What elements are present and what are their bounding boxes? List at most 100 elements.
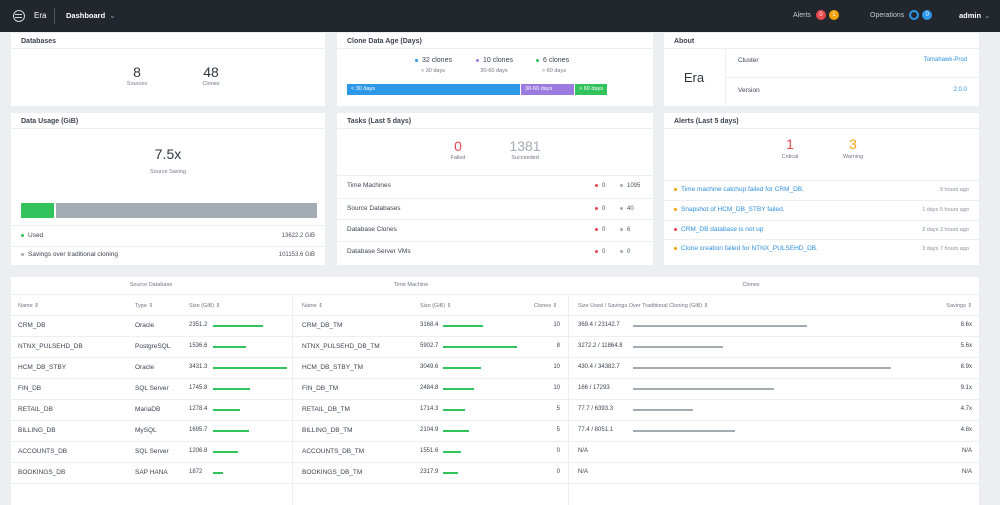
operations-badge[interactable]: 0 — [922, 10, 933, 20]
chevron-down-icon: ⌄ — [109, 11, 116, 20]
tm-name-cell[interactable]: ACCOUNTS_DB_TM — [302, 448, 365, 455]
task-failed-count: 0 — [602, 183, 606, 189]
cluster-link[interactable]: Tomahawk-Prod — [923, 57, 967, 63]
task-ok-count: 1095 — [627, 183, 641, 189]
tm-size-bar — [443, 472, 458, 474]
tm-name-cell[interactable]: FIN_DB_TM — [302, 385, 339, 392]
db-name-cell[interactable]: ACCOUNTS_DB — [18, 448, 68, 455]
divider — [11, 128, 325, 129]
db-name-cell[interactable]: HCM_DB_STBY — [18, 364, 67, 371]
task-row-succeeded[interactable]: 0 — [620, 249, 630, 255]
tm-name-cell[interactable]: BILLING_DB_TM — [302, 427, 353, 434]
tm-size-bar — [443, 451, 461, 453]
db-size-cell: 1278.4 — [189, 406, 208, 412]
alerts-indicator[interactable]: Alerts 0 1 — [793, 10, 839, 20]
alert-text[interactable]: CRM_DB database is not up — [681, 226, 764, 233]
db-type-cell: Oracle — [135, 364, 155, 371]
task-row-succeeded[interactable]: 6 — [620, 227, 630, 233]
divider — [11, 246, 325, 247]
col-size[interactable]: Size (GiB) ⇕ — [189, 303, 221, 309]
clones-label: Clones — [202, 81, 220, 87]
databases-card[interactable]: Databases 8 Sources 48 Clones — [11, 33, 325, 106]
alert-time: 9 hours ago — [939, 187, 969, 193]
col-savings[interactable]: Savings ⇕ — [946, 303, 972, 309]
tasks-succeeded-count[interactable]: 1381 — [509, 138, 541, 154]
clone-size-cell: 369.4 / 23142.7 — [578, 322, 620, 328]
divider — [11, 357, 979, 358]
divider — [11, 378, 979, 379]
col-tm-size[interactable]: Size (GiB) ⇕ — [420, 303, 452, 309]
alert-time: 1 days 5 hours ago — [922, 207, 969, 213]
alert-severity-icon — [674, 207, 677, 211]
tm-name-cell[interactable]: BOOKINGS_DB_TM — [302, 469, 363, 476]
alert-text[interactable]: Snapshot of HCM_DB_STBY failed. — [681, 206, 785, 213]
alerts-warning-count[interactable]: 3 — [849, 136, 857, 152]
db-name-cell[interactable]: NTNX_PULSEHD_DB — [18, 343, 83, 350]
failed-dot-icon — [595, 206, 598, 210]
era-logo-icon[interactable] — [13, 10, 25, 22]
col-clones[interactable]: Clones ⇕ — [534, 303, 558, 309]
operations-indicator[interactable]: Operations 0 — [870, 10, 933, 20]
age-bar-segment[interactable]: 30-60 days — [521, 84, 574, 95]
failed-dot-icon — [595, 183, 598, 187]
alerts-critical-count[interactable]: 1 — [786, 136, 794, 152]
tm-name-cell[interactable]: CRM_DB_TM — [302, 322, 343, 329]
task-row-succeeded[interactable]: 1095 — [620, 183, 640, 189]
used-label: Used — [28, 232, 44, 239]
user-menu[interactable]: admin ⌄ — [959, 11, 990, 20]
age-bar-segment[interactable]: > 60 days — [575, 84, 607, 95]
col-clone-size[interactable]: Size Used / Savings Over Traditional Clo… — [578, 303, 709, 309]
col-tm-name[interactable]: Name ⇕ — [302, 303, 323, 309]
source-saving-label: Source Saving — [150, 169, 186, 175]
clone-savings-bar — [633, 346, 723, 348]
task-row-failed[interactable]: 0 — [595, 227, 605, 233]
clone-size-cell: N/A — [578, 469, 589, 475]
clones-count-cell: 5 — [556, 406, 560, 412]
db-size-cell: 1745.8 — [189, 385, 208, 391]
alert-item[interactable]: Clone creation failed for NTNX_PULSEHD_D… — [674, 245, 818, 252]
tm-name-cell[interactable]: HCM_DB_STBY_TM — [302, 364, 364, 371]
alert-text[interactable]: Clone creation failed for NTNX_PULSEHD_D… — [681, 245, 818, 252]
card-title: Data Usage (GiB) — [21, 118, 79, 125]
task-row-succeeded[interactable]: 40 — [620, 206, 634, 212]
db-name-cell[interactable]: BILLING_DB — [18, 427, 56, 434]
task-row-failed[interactable]: 0 — [595, 249, 605, 255]
db-name-cell[interactable]: FIN_DB — [18, 385, 42, 392]
alerts-warning-badge[interactable]: 1 — [828, 10, 839, 20]
db-size-bar — [213, 472, 223, 474]
version-value[interactable]: 2.0.0 — [953, 87, 967, 93]
clones-count[interactable]: 48 — [203, 64, 219, 80]
tm-size-bar — [443, 430, 469, 432]
db-size-bar — [213, 409, 240, 411]
col-name[interactable]: Name ⇕ — [18, 303, 39, 309]
task-ok-count: 40 — [627, 206, 634, 212]
alerts-critical-badge[interactable]: 0 — [815, 10, 826, 20]
task-row-failed[interactable]: 0 — [595, 183, 605, 189]
nav-dropdown[interactable]: Dashboard ⌄ — [66, 11, 115, 20]
task-row-failed[interactable]: 0 — [595, 206, 605, 212]
card-title: Clone Data Age (Days) — [347, 38, 422, 45]
age-legend-count: 6 clones — [543, 57, 570, 64]
savings-value: 101153.6 GiB — [278, 252, 315, 258]
tasks-failed-count[interactable]: 0 — [454, 138, 462, 154]
tm-size-bar — [443, 409, 465, 411]
age-bar-segment[interactable]: < 30 days — [347, 84, 520, 95]
alert-text[interactable]: Time machine catchup failed for CRM_DB. — [681, 186, 804, 193]
savings-cell: 8.9x — [960, 364, 972, 370]
alert-item[interactable]: Time machine catchup failed for CRM_DB. — [674, 186, 804, 193]
db-type-cell: SAP HANA — [135, 469, 168, 476]
tm-name-cell[interactable]: NTNX_PULSEHD_DB_TM — [302, 343, 380, 350]
alert-item[interactable]: CRM_DB database is not up — [674, 226, 763, 233]
alert-severity-icon — [674, 246, 677, 250]
sources-count[interactable]: 8 — [133, 64, 141, 80]
legend-dot-icon — [536, 58, 539, 62]
task-failed-count: 0 — [602, 206, 606, 212]
divider — [568, 295, 569, 505]
alerts-label: Alerts — [793, 11, 811, 19]
db-name-cell[interactable]: BOOKINGS_DB — [18, 469, 66, 476]
tm-name-cell[interactable]: RETAIL_DB_TM — [302, 406, 350, 413]
col-type[interactable]: Type ⇕ — [135, 303, 154, 309]
db-name-cell[interactable]: CRM_DB — [18, 322, 46, 329]
db-name-cell[interactable]: RETAIL_DB — [18, 406, 53, 413]
alert-item[interactable]: Snapshot of HCM_DB_STBY failed. — [674, 206, 785, 213]
